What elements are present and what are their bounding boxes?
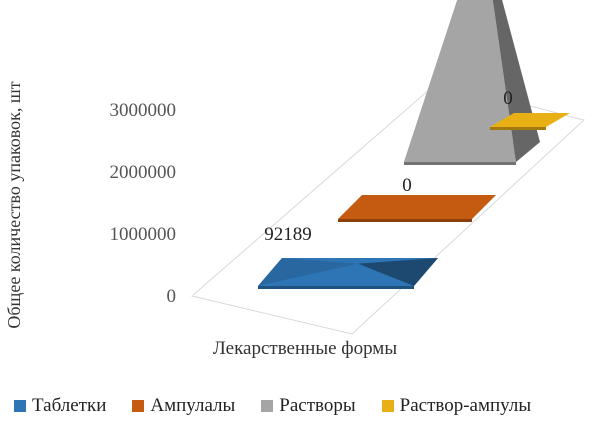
bar-3-base bbox=[490, 113, 570, 127]
bar-1-edge bbox=[338, 219, 472, 222]
bar-0-face-front bbox=[258, 263, 414, 286]
legend-item: Таблетки bbox=[14, 395, 106, 417]
bar-3-edge bbox=[490, 127, 546, 130]
data-label-3: 0 bbox=[503, 88, 513, 109]
bar-0-face-left bbox=[258, 258, 358, 286]
y-tick-label: 2000000 bbox=[110, 162, 177, 183]
legend-item: Ампулалы bbox=[132, 395, 235, 417]
y-tick-label: 1000000 bbox=[110, 224, 177, 245]
legend-label: Раствор-ампулы bbox=[399, 395, 532, 416]
chart-floor bbox=[190, 81, 586, 335]
legend-label: Таблетки bbox=[32, 395, 107, 416]
legend-swatch bbox=[14, 400, 26, 412]
legend-label: Ампулалы bbox=[150, 395, 236, 416]
bar-2-face-front bbox=[404, 0, 516, 162]
data-label-0: 92189 bbox=[264, 224, 312, 245]
legend-swatch bbox=[132, 400, 145, 412]
legend-swatch bbox=[261, 400, 274, 412]
bar-0-edge bbox=[258, 286, 414, 289]
y-tick-label: 3000000 bbox=[110, 100, 177, 121]
bar-1-base bbox=[338, 195, 496, 219]
legend-label: Растворы bbox=[279, 395, 356, 416]
data-label-1: 0 bbox=[402, 175, 412, 196]
x-axis-title: Лекарственные формы bbox=[212, 338, 398, 359]
legend-swatch bbox=[381, 400, 394, 412]
legend-item: Раствор-ампулы bbox=[381, 395, 532, 417]
legend: Таблетки Ампулалы Растворы Раствор-ампулы bbox=[14, 394, 610, 418]
bar-2-edge bbox=[404, 162, 516, 165]
bar-0-face-side bbox=[358, 258, 438, 286]
y-tick-label: 0 bbox=[167, 286, 177, 307]
legend-item: Растворы bbox=[261, 395, 356, 417]
